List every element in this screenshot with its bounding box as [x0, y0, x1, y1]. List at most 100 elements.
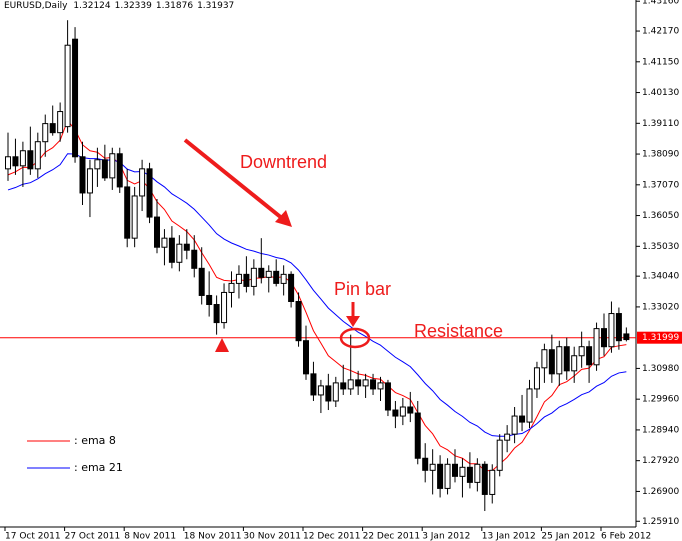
last-high: 1.32339 [115, 1, 152, 11]
candle-body [168, 237, 175, 263]
candle-body [422, 457, 429, 471]
candle-body [399, 406, 406, 417]
candle-body [235, 273, 242, 284]
candle-body [228, 282, 235, 293]
candle-body [206, 294, 213, 306]
price-label: 1.31999 [642, 333, 679, 343]
x-tick-label: 25 Jan 2012 [541, 532, 595, 541]
candle-body [593, 328, 600, 366]
candle-body [489, 469, 496, 495]
downtrend-label: Downtrend [240, 152, 327, 172]
candle-body [124, 186, 131, 239]
candle-body [198, 267, 205, 296]
candle-body [265, 270, 272, 278]
y-tick-label: 1.29960 [642, 395, 679, 405]
candle-body [146, 168, 153, 218]
x-tick-label: 17 Oct 2011 [5, 532, 61, 541]
candle-body [12, 156, 19, 167]
y-tick-label: 1.27920 [642, 456, 679, 466]
candle-body [571, 355, 578, 372]
pin-bar-circle [339, 327, 371, 349]
candle-body [466, 466, 473, 483]
x-tick-label: 18 Nov 2011 [184, 532, 242, 541]
candle-body [191, 249, 198, 269]
downtrend-arrow [183, 138, 285, 221]
resistance-label: Resistance [414, 321, 503, 341]
candle-body [213, 304, 220, 324]
candle-body [332, 382, 339, 402]
candle-body [273, 270, 280, 284]
last-close: 1.31937 [197, 1, 234, 11]
candle-body [615, 313, 622, 342]
candle-body [556, 346, 563, 375]
candle-body [19, 150, 26, 167]
y-tick-label: 1.43160 [642, 0, 679, 7]
candle-body [370, 379, 377, 390]
y-tick-label: 1.37070 [642, 180, 679, 190]
candle-body [183, 243, 190, 251]
candle-body [519, 415, 526, 423]
y-tick-label: 1.30980 [642, 364, 679, 374]
last-low: 1.31876 [156, 1, 193, 11]
candle-body [414, 412, 421, 459]
candle-body [429, 463, 436, 471]
y-tick-label: 1.33020 [642, 302, 679, 312]
candle-body [608, 313, 615, 348]
candle-body [258, 267, 265, 278]
candle-body [437, 463, 444, 489]
candle-body [504, 433, 511, 441]
candle-body [34, 141, 41, 170]
candle-body [623, 333, 630, 341]
pin-bar-label: Pin bar [334, 279, 391, 299]
candle-body [444, 463, 451, 489]
x-tick-label: 6 Feb 2012 [601, 532, 651, 541]
candle-body [601, 328, 607, 348]
price-label-bg [637, 331, 682, 344]
pin-bar-arrowhead [346, 316, 360, 327]
candle-body [101, 159, 108, 179]
candle-body [526, 388, 533, 423]
candle-body [42, 123, 49, 143]
candle-body [541, 349, 548, 369]
last-open: 1.32124 [73, 1, 110, 11]
y-tick-label: 1.25910 [642, 517, 679, 527]
candle-body [243, 273, 250, 287]
candle-body [116, 153, 123, 188]
candle-body [139, 168, 146, 197]
candle-body [407, 406, 414, 414]
candle-body [280, 273, 287, 284]
x-tick-label: 30 Nov 2011 [243, 532, 301, 541]
candle-body [72, 38, 79, 158]
legend-label: : ema 21 [74, 461, 123, 474]
candle-body [362, 379, 369, 387]
chart-header: EURUSD,Daily 1.32124 1.32339 1.31876 1.31937 [4, 1, 234, 11]
candle-body [154, 216, 160, 248]
y-tick-label: 1.34040 [642, 272, 679, 282]
candle-body [109, 153, 116, 179]
candle-body [548, 349, 555, 375]
candle-body [474, 463, 481, 483]
x-tick-label: 22 Dec 2011 [363, 532, 421, 541]
candle-body [578, 346, 585, 357]
candle-body [303, 340, 309, 375]
support-marker [215, 338, 229, 352]
candle-body [49, 123, 56, 134]
candle-body [384, 382, 391, 411]
candle-body [57, 111, 64, 134]
candle-body [533, 367, 540, 390]
candle-body [586, 346, 593, 366]
y-tick-label: 1.41150 [642, 57, 679, 67]
candle-body [131, 195, 138, 239]
y-tick-label: 1.26900 [642, 487, 679, 497]
symbol: EURUSD,Daily [4, 1, 68, 11]
candle-body [377, 382, 384, 390]
candle-body [340, 382, 347, 390]
candle-body [392, 409, 399, 417]
x-tick-label: 27 Oct 2011 [65, 532, 121, 541]
candle-body [64, 44, 71, 128]
candle-body [27, 150, 34, 170]
